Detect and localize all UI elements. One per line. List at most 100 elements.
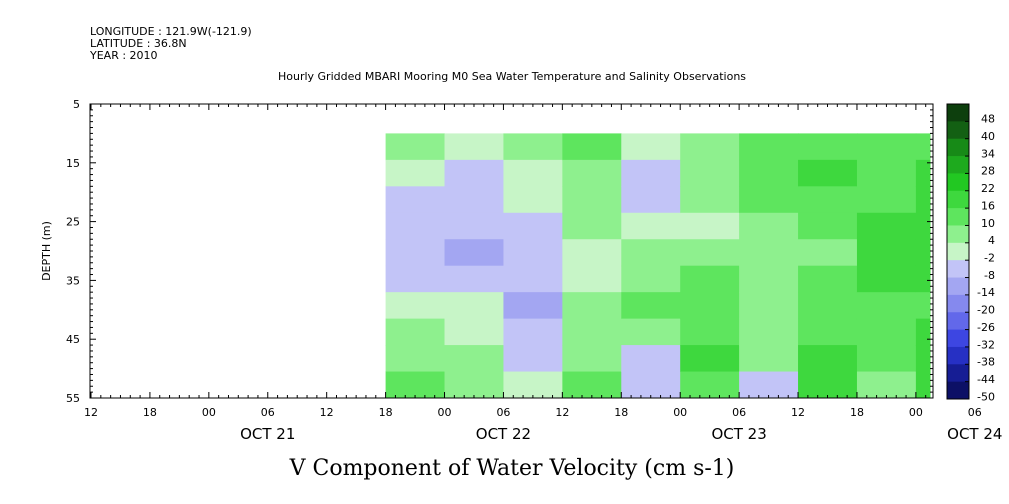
- heatmap-cell: [503, 318, 563, 346]
- heatmap-cell: [385, 212, 446, 240]
- heatmap-cell: [503, 212, 563, 240]
- x-day-label: OCT 22: [476, 425, 531, 443]
- y-tick-label: 45: [66, 333, 80, 346]
- heatmap-cell: [562, 239, 622, 267]
- heatmap-cell: [856, 186, 917, 214]
- heatmap-cell: [915, 292, 931, 320]
- heatmap-cell: [798, 239, 858, 267]
- colorbar-label: -8: [984, 269, 995, 282]
- x-day-label: OCT 21: [240, 425, 295, 443]
- x-hour-label: 18: [143, 406, 157, 419]
- colorbar-swatch: [947, 381, 969, 400]
- colorbar-label: -38: [977, 356, 995, 369]
- colorbar-label: 4: [988, 234, 995, 247]
- colorbar-swatch: [947, 294, 969, 313]
- y-axis-label: DEPTH (m): [40, 221, 53, 281]
- heatmap-cell: [739, 292, 799, 320]
- heatmap-cell: [798, 133, 858, 161]
- colorbar-label: -44: [977, 373, 995, 386]
- x-hour-label: 00: [438, 406, 452, 419]
- heatmap-cell: [503, 239, 563, 267]
- heatmap-cell: [444, 212, 504, 240]
- colorbar-label: 40: [981, 130, 995, 143]
- heatmap-cell: [385, 292, 446, 320]
- x-hour-label: 06: [968, 406, 982, 419]
- x-hour-label: 00: [202, 406, 216, 419]
- x-axis: 1218000612180006121800061218000612180006…: [84, 104, 1002, 443]
- heatmap-cell: [798, 186, 858, 214]
- heatmap-cell: [798, 371, 858, 399]
- x-day-label: OCT 23: [711, 425, 766, 443]
- heatmap-cell: [562, 292, 622, 320]
- heatmap-cells: [385, 133, 931, 399]
- colorbar-label: -14: [977, 286, 995, 299]
- heatmap-cell: [739, 345, 799, 373]
- colorbar-swatch: [947, 121, 969, 140]
- heatmap-cell: [503, 345, 563, 373]
- heatmap-cell: [739, 265, 799, 293]
- colorbar-swatch: [947, 312, 969, 331]
- x-hour-label: 06: [496, 406, 510, 419]
- colorbar-label: -50: [977, 390, 995, 403]
- heatmap-cell: [621, 371, 681, 399]
- heatmap-cell: [798, 265, 858, 293]
- heatmap-cell: [562, 159, 622, 187]
- heatmap-cell: [385, 159, 446, 187]
- heatmap-cell: [680, 239, 740, 267]
- heatmap-cell: [680, 292, 740, 320]
- heatmap-cell: [739, 133, 799, 161]
- heatmap-cell: [444, 133, 504, 161]
- heatmap-cell: [385, 345, 446, 373]
- colorbar-label: -20: [977, 304, 995, 317]
- colorbar-swatch: [947, 346, 969, 365]
- heatmap-cell: [444, 318, 504, 346]
- colorbar: 48 40 34 28 22 16 10 4 -2 -8 -14 -20 -26 -32 -38 -44 -50: [946, 103, 995, 403]
- latitude-label: LATITUDE : 36.8N: [90, 37, 187, 50]
- x-hour-label: 18: [850, 406, 864, 419]
- heatmap-cell: [385, 133, 446, 161]
- heatmap-cell: [680, 265, 740, 293]
- heatmap-cell: [915, 239, 931, 267]
- colorbar-label: 10: [981, 217, 995, 230]
- heatmap-cell: [385, 239, 446, 267]
- heatmap-cell: [562, 265, 622, 293]
- heatmap-cell: [444, 239, 504, 267]
- heatmap-cell: [856, 265, 917, 293]
- heatmap-cell: [915, 265, 931, 293]
- heatmap-cell: [621, 265, 681, 293]
- heatmap-cell: [680, 159, 740, 187]
- heatmap-cell: [503, 159, 563, 187]
- x-hour-label: 12: [84, 406, 98, 419]
- colorbar-swatch: [947, 242, 969, 261]
- heatmap-cell: [739, 371, 799, 399]
- heatmap-cell: [444, 186, 504, 214]
- heatmap-cell: [621, 345, 681, 373]
- heatmap-cell: [856, 318, 917, 346]
- longitude-label: LONGITUDE : 121.9W(-121.9): [90, 25, 252, 38]
- heatmap-cell: [856, 239, 917, 267]
- colorbar-label: 28: [981, 165, 995, 178]
- heatmap-cell: [385, 371, 446, 399]
- heatmap-cell: [680, 133, 740, 161]
- colorbar-swatch: [947, 156, 969, 174]
- heatmap-cell: [915, 371, 931, 399]
- heatmap-cell: [444, 371, 504, 399]
- heatmap-cell: [915, 186, 931, 214]
- heatmap-cell: [915, 159, 931, 187]
- colorbar-label: -26: [977, 321, 995, 334]
- x-axis-label: V Component of Water Velocity (cm s-1): [289, 456, 735, 481]
- heatmap-cell: [562, 371, 622, 399]
- y-tick-label: 35: [66, 274, 80, 287]
- heatmap-cell: [856, 212, 917, 240]
- heatmap-cell: [444, 265, 504, 293]
- colorbar-swatch: [947, 329, 969, 348]
- heatmap-cell: [562, 345, 622, 373]
- colorbar-label: 34: [981, 147, 995, 160]
- x-hour-label: 18: [379, 406, 393, 419]
- colorbar-swatch: [947, 190, 969, 209]
- heatmap-cell: [856, 371, 917, 399]
- y-tick-label: 55: [66, 392, 80, 405]
- colorbar-label: -2: [984, 252, 995, 265]
- heatmap-cell: [739, 212, 799, 240]
- heatmap-cell: [680, 371, 740, 399]
